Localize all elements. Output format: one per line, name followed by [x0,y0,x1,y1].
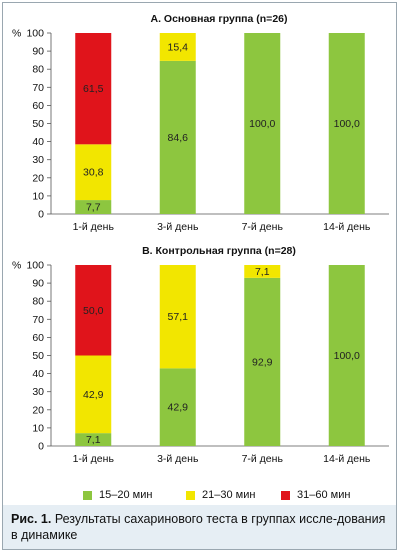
bar-segment [159,60,196,215]
caption-text: Результаты сахаринового теста в группах … [11,512,386,542]
figure: А. Основная группа (n=26) 0 10 20 30 40 50 60 70… [2,2,397,550]
bar-segment [328,265,365,446]
y-tick-label: 50 [32,350,44,362]
data-label: 100,0 [249,118,275,130]
data-label: 7,1 [255,266,270,278]
plot-area: А. Основная группа (n=26) 0 10 20 30 40 50 60 70… [3,3,396,505]
data-label: 100,0 [334,118,360,130]
bar-segment [159,33,196,61]
x-tick-label: 7-й день [242,221,284,233]
y-tick-label: 50 [32,118,44,130]
y-axis-label: % [12,260,21,272]
bar-segment [328,33,365,214]
bar-segment [244,265,281,278]
data-label: 61,5 [83,83,104,95]
x-tick-label: 14-й день [323,221,371,233]
bar-segment [75,433,112,446]
y-tick-label: 60 [32,332,44,344]
data-label: 42,9 [83,389,104,401]
x-tick-label: 1-й день [73,453,115,465]
y-tick-label: 90 [32,278,44,290]
data-label: 42,9 [168,402,189,414]
y-tick-label: 90 [32,46,44,58]
data-label: 30,8 [83,167,104,179]
y-tick-label: 30 [32,154,44,166]
bar-segment [159,265,196,369]
y-tick-label: 10 [32,190,44,202]
y-tick-label: 100 [26,260,44,272]
y-tick-label: 80 [32,296,44,308]
legend-swatch-red [281,490,290,500]
x-tick-label: 7-й день [242,453,284,465]
chart-title: А. Основная группа (n=26) [150,13,287,25]
y-tick-label: 30 [32,386,44,398]
legend-item-21-30: 21–30 мин [186,488,255,502]
y-tick-label: 0 [38,209,44,221]
data-label: 100,0 [334,350,360,362]
chart-title: B. Контрольная группа (n=28) [142,245,296,257]
bar-segment [244,277,281,446]
x-tick-label: 14-й день [323,453,371,465]
data-label: 7,7 [86,202,101,214]
data-label: 92,9 [252,356,273,368]
charts-svg: А. Основная группа (n=26) 0 10 20 30 40 50 60 70… [12,13,389,465]
data-label: 15,4 [168,41,189,53]
data-label: 57,1 [168,311,189,323]
bar-segment [75,144,112,201]
y-tick-label: 20 [32,404,44,416]
x-tick-label: 1-й день [73,221,115,233]
legend-label-15-20: 15–20 мин [99,489,153,501]
data-label: 84,6 [168,132,189,144]
data-label: 50,0 [83,305,104,317]
x-tick-label: 3-й день [157,453,199,465]
y-tick-label: 60 [32,100,44,112]
bar-segment [75,200,112,214]
bar-segment [75,33,112,145]
bar-segment [244,33,281,214]
legend-swatch-yellow [186,490,195,500]
y-tick-label: 70 [32,314,44,326]
y-tick-label: 70 [32,82,44,94]
bar-segment [75,355,112,434]
y-tick-label: 40 [32,368,44,380]
y-tick-label: 100 [26,28,44,40]
y-axis-label: % [12,28,21,40]
y-tick-label: 80 [32,64,44,76]
caption-prefix: Рис. 1. [11,512,52,526]
x-tick-label: 3-й день [157,221,199,233]
legend-item-15-20: 15–20 мин [83,488,152,502]
legend-label-31-60: 31–60 мин [297,489,351,501]
bar-segment [75,265,112,356]
y-tick-label: 20 [32,172,44,184]
data-label: 7,1 [86,434,101,446]
legend-item-31-60: 31–60 мин [281,488,350,502]
bar-segment [159,368,196,446]
legend-swatch-green [83,490,92,500]
y-tick-label: 10 [32,422,44,434]
y-tick-label: 40 [32,136,44,148]
figure-caption: Рис. 1. Результаты сахаринового теста в … [11,511,391,543]
y-tick-label: 0 [38,441,44,453]
legend-label-21-30: 21–30 мин [202,489,256,501]
